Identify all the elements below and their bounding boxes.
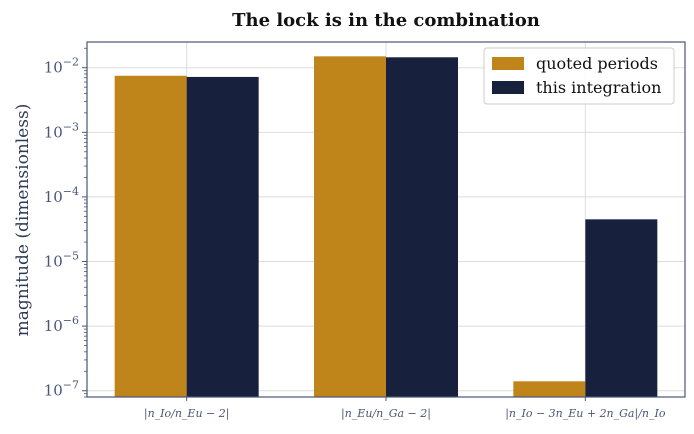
legend-swatch: [492, 57, 524, 70]
bar: [513, 381, 586, 397]
y-axis-label: magnitude (dimensionless): [13, 104, 33, 337]
y-tick-label: 10−4: [44, 185, 79, 206]
legend-label: quoted periods: [536, 54, 658, 73]
bar: [585, 219, 658, 397]
y-tick-label: 10−5: [44, 250, 79, 271]
y-tick-label: 10−2: [44, 56, 79, 77]
bar: [186, 76, 259, 398]
y-tick-label: 10−7: [44, 379, 79, 400]
bar: [314, 56, 386, 397]
axes-frame: [86, 41, 686, 398]
legend: [483, 47, 675, 105]
bar: [114, 75, 187, 398]
legend-swatch: [492, 81, 524, 94]
x-tick-label: |n_Io/n_Eu − 2|: [144, 407, 230, 421]
bar: [386, 57, 458, 397]
plot-area: 10−2 10−3 10−4 10−5 10−6 10−7 |n_Io/n_Eu − 2| |…: [44, 41, 686, 421]
x-tick-label: |n_Eu/n_Ga − 2|: [341, 407, 431, 421]
y-tick-label: 10−3: [44, 120, 79, 141]
chart-title: The lock is in the combination: [232, 10, 540, 31]
x-tick-label: |n_Io − 3n_Eu + 2n_Ga|/n_Io: [505, 407, 666, 421]
y-tick-label: 10−6: [44, 314, 79, 335]
legend-label: this integration: [536, 78, 661, 97]
